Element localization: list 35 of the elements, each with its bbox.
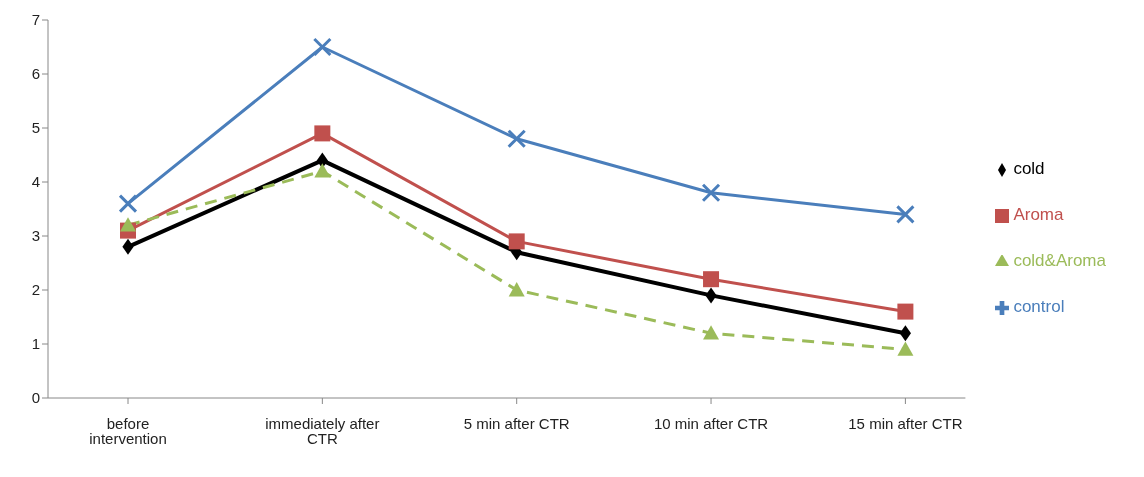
y-tick-label: 2 xyxy=(31,281,40,299)
x-tick-label: 5 min after CTR xyxy=(463,414,570,432)
point xyxy=(705,287,717,304)
point xyxy=(314,163,331,178)
legend-label: control xyxy=(1013,297,1065,316)
point xyxy=(507,129,527,149)
y-tick-label: 3 xyxy=(31,227,40,245)
y-tick-label: 6 xyxy=(31,65,40,83)
y-tick-label: 1 xyxy=(31,335,40,353)
legend-label: cold&Aroma xyxy=(1013,251,1106,270)
x-tick-label: before intervention xyxy=(89,414,167,447)
point xyxy=(120,217,136,232)
y-tick-label: 0 xyxy=(31,389,40,407)
x-tick-label: 10 min after CTR xyxy=(653,414,769,432)
legend-label: cold xyxy=(1013,159,1045,178)
point xyxy=(316,152,328,169)
x-tick-label: immediately after CTR xyxy=(265,414,380,447)
y-tick-label: 4 xyxy=(31,173,40,191)
point xyxy=(118,194,138,214)
point xyxy=(895,204,915,224)
point xyxy=(508,282,525,297)
point xyxy=(701,183,721,203)
point xyxy=(899,325,911,342)
point xyxy=(703,325,720,340)
y-tick-label: 5 xyxy=(31,119,40,137)
y-tick-label: 7 xyxy=(31,11,40,29)
point xyxy=(897,341,914,356)
point xyxy=(703,271,720,288)
legend-label: Aroma xyxy=(1013,205,1064,224)
point xyxy=(314,125,331,142)
x-tick-label: 15 min after CTR xyxy=(848,414,963,432)
point xyxy=(508,233,525,250)
point xyxy=(312,37,332,57)
point xyxy=(897,303,914,320)
point xyxy=(122,238,134,255)
